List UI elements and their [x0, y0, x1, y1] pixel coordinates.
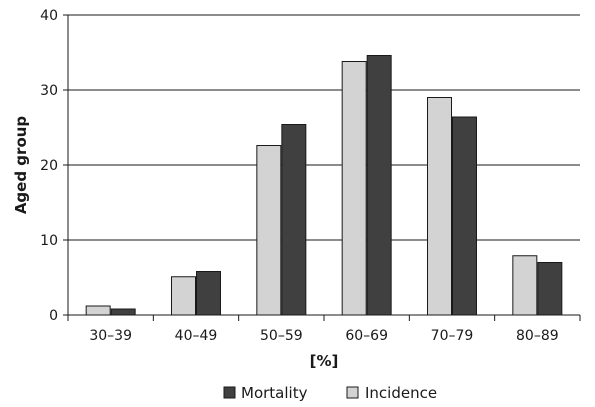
bar-mortality-50–59 [281, 124, 307, 316]
x-tick-label: 60–69 [345, 328, 388, 344]
legend-label-mortality: Mortality [241, 384, 308, 402]
bar-incidence-60–69 [341, 61, 367, 316]
x-tick-label: 80–89 [516, 328, 559, 344]
bar-mortality-70–79 [452, 116, 477, 316]
bar-mortality-80–89 [537, 262, 563, 316]
legend-label-incidence: Incidence [365, 384, 437, 402]
legend-swatch-incidence [346, 386, 359, 399]
y-axis-title: Aged group [12, 116, 30, 215]
bar-incidence-40–49 [171, 276, 196, 316]
bar-mortality-30–39 [110, 308, 136, 316]
y-ticks: 0 10 20 30 40 [40, 8, 68, 324]
y-tick-label: 20 [40, 158, 58, 174]
legend-swatch-mortality [223, 386, 236, 399]
y-tick-label: 10 [40, 233, 58, 249]
x-tick-label: 50–59 [260, 328, 303, 344]
y-tick-label: 30 [40, 83, 58, 99]
bar-incidence-70–79 [427, 97, 452, 316]
bar-incidence-50–59 [256, 145, 282, 316]
y-tick-label: 40 [40, 8, 58, 24]
bar-mortality-40–49 [196, 271, 221, 316]
x-ticks: 30–39 40–49 50–59 60–69 70–79 80–89 [67, 315, 581, 344]
bar-incidence-80–89 [512, 255, 538, 316]
legend: Mortality Incidence [223, 384, 437, 402]
bar-incidence-30–39 [85, 305, 111, 316]
y-tick-label: 0 [49, 308, 58, 324]
x-tick-label: 40–49 [175, 328, 218, 344]
x-tick-label: 30–39 [89, 328, 132, 344]
x-tick-label: 70–79 [431, 328, 474, 344]
bar-mortality-60–69 [366, 55, 392, 316]
bars [85, 55, 563, 316]
gridlines [68, 14, 580, 241]
x-axis-title: [%] [310, 352, 339, 370]
